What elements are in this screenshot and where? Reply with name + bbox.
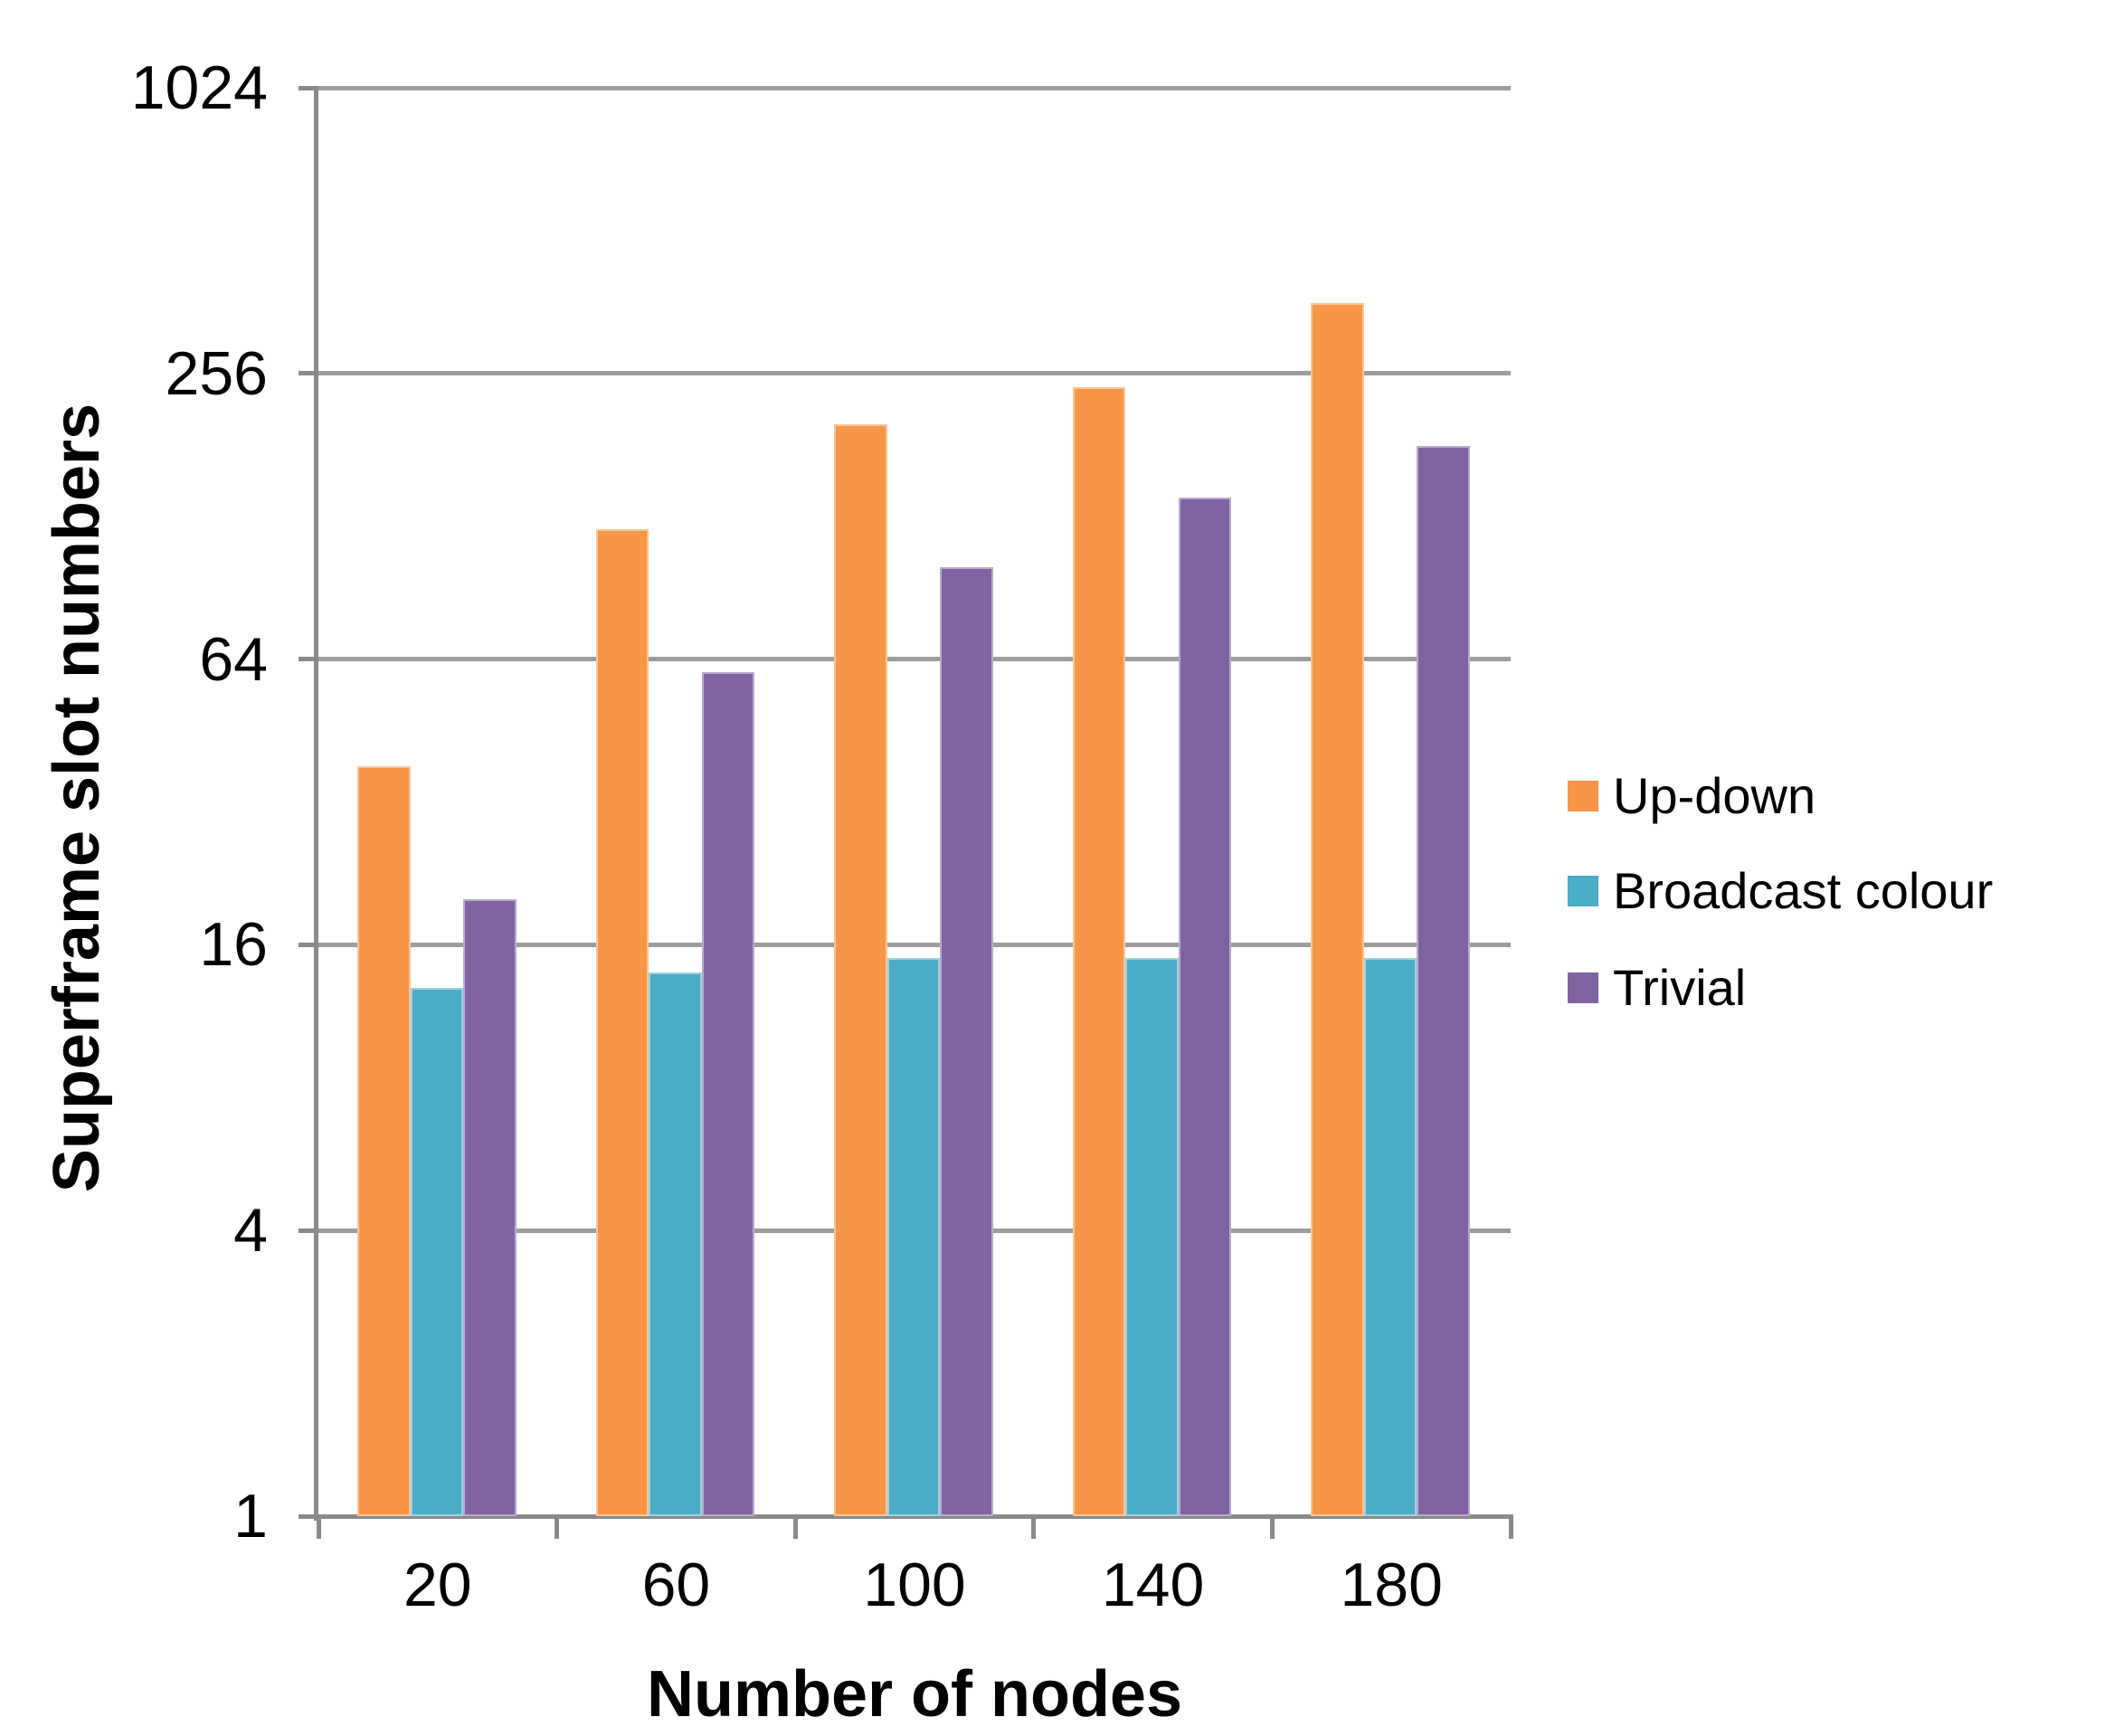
x-axis-title: Number of nodes (646, 1658, 1183, 1731)
gridline-1024 (318, 85, 1511, 90)
x-category-label-180: 180 (1340, 1551, 1443, 1619)
legend-swatch-trivial (1568, 972, 1598, 1003)
bar-broadcast-colour-100 (886, 958, 941, 1516)
y-tick-256 (299, 371, 318, 376)
legend-item-broadcast-colour: Broadcast colour (1568, 863, 1993, 919)
legend-label-up-down: Up-down (1613, 767, 1816, 824)
bar-up-down-180 (1311, 303, 1364, 1516)
legend-label-trivial: Trivial (1613, 959, 1747, 1016)
x-axis-line (314, 1513, 1511, 1519)
x-tick-3 (1031, 1513, 1037, 1539)
x-tick-2 (792, 1513, 798, 1539)
y-axis-line (314, 88, 318, 1521)
y-axis-title: Superframe slot numbers (41, 403, 113, 1193)
legend-label-broadcast-colour: Broadcast colour (1613, 862, 1994, 919)
y-tick-label-4: 4 (233, 1196, 268, 1266)
y-tick-label-256: 256 (165, 338, 268, 408)
legend-swatch-broadcast-colour (1568, 876, 1598, 906)
bar-broadcast-colour-60 (649, 972, 702, 1516)
y-tick-label-1024: 1024 (130, 53, 268, 122)
y-tick-1024 (299, 85, 318, 90)
y-tick-64 (299, 657, 318, 662)
y-tick-label-1: 1 (233, 1482, 268, 1551)
x-tick-0 (316, 1513, 321, 1539)
bar-trivial-100 (940, 566, 993, 1516)
bar-up-down-60 (595, 529, 649, 1516)
y-tick-1 (299, 1513, 318, 1519)
x-tick-1 (555, 1513, 560, 1539)
x-category-label-60: 60 (641, 1551, 711, 1619)
bar-trivial-20 (463, 898, 517, 1516)
bar-broadcast-colour-140 (1125, 958, 1179, 1516)
bar-broadcast-colour-180 (1363, 958, 1417, 1516)
legend-item-up-down: Up-down (1568, 768, 1815, 824)
x-category-label-100: 100 (863, 1551, 966, 1619)
bar-up-down-100 (834, 424, 887, 1516)
y-tick-4 (299, 1228, 318, 1233)
gridline-256 (318, 371, 1511, 376)
bar-trivial-60 (701, 672, 755, 1516)
y-tick-label-64: 64 (199, 624, 268, 694)
bar-up-down-20 (357, 766, 411, 1516)
x-tick-4 (1269, 1513, 1275, 1539)
y-tick-16 (299, 942, 318, 947)
gridline-16 (318, 942, 1511, 947)
bar-broadcast-colour-20 (410, 987, 463, 1516)
bar-trivial-180 (1417, 446, 1470, 1516)
legend-swatch-up-down (1568, 781, 1598, 811)
gridline-64 (318, 657, 1511, 662)
x-category-label-20: 20 (403, 1551, 472, 1619)
x-category-label-140: 140 (1101, 1551, 1205, 1619)
bar-trivial-140 (1178, 498, 1232, 1516)
x-tick-5 (1508, 1513, 1513, 1539)
bar-up-down-140 (1072, 386, 1126, 1516)
legend-item-trivial: Trivial (1568, 960, 1746, 1016)
y-tick-label-16: 16 (199, 910, 268, 980)
